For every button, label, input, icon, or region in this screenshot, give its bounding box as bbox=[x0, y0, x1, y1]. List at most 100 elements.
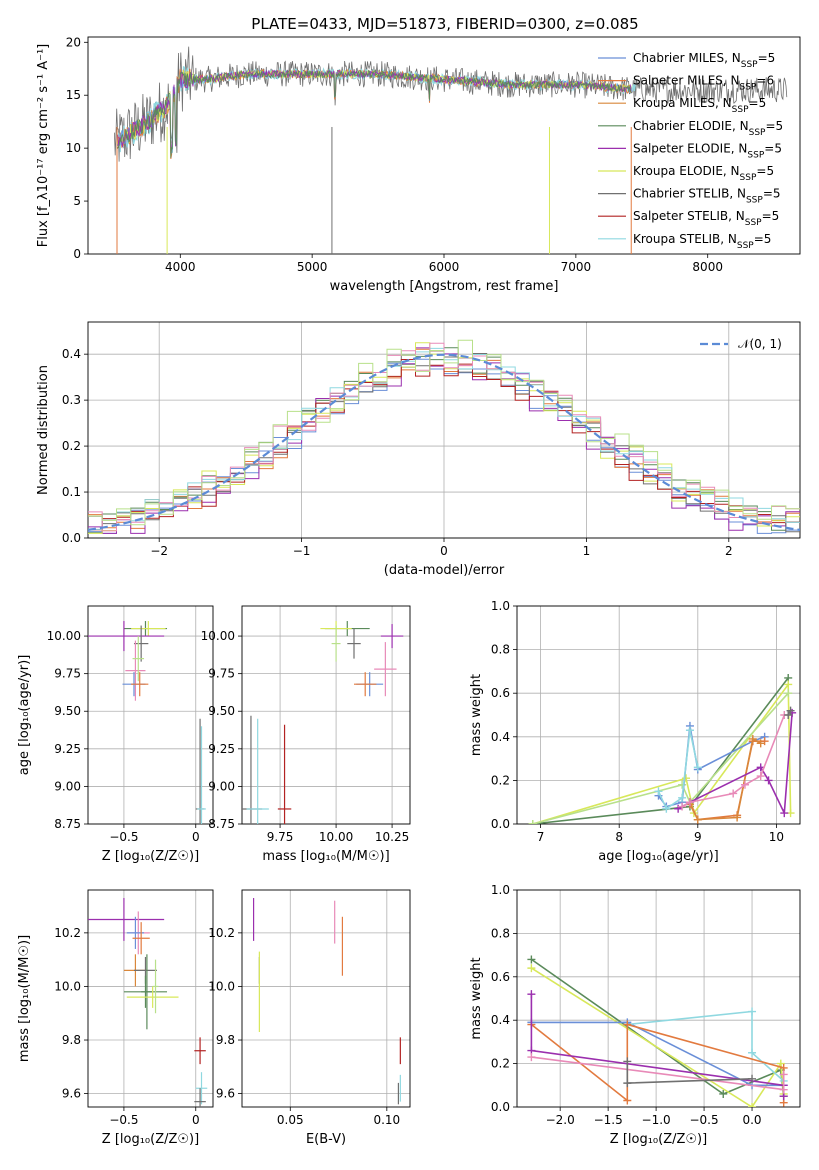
histogram-6 bbox=[88, 359, 800, 531]
weight-point-6-3 bbox=[748, 734, 757, 743]
weight-point-4-1 bbox=[662, 804, 671, 813]
y-tick-label-3: 0.6 bbox=[491, 970, 510, 984]
y-tick-label-1: 5 bbox=[73, 194, 81, 208]
y-axis-label: age [log₁₀(age/yr)] bbox=[17, 655, 32, 776]
weight-point-4-4 bbox=[693, 763, 702, 772]
legend-entry-2: Kroupa MILES, NSSP=5 bbox=[633, 96, 766, 115]
y-tick-label-0: 9.6 bbox=[216, 1087, 235, 1101]
y-tick-label-1: 9.00 bbox=[54, 779, 81, 793]
x-axis-label: Z [log₁₀(Z/Z☉)] bbox=[102, 1132, 199, 1147]
chart-weight-z: −2.0 −1.5 −1.0 −0.5 0.0 0.0 0.2 0.4 0.6 0.8 1.0 Z [… bbox=[469, 883, 801, 1147]
plot-area bbox=[528, 673, 797, 824]
chart-mass-ebv: 0.05 0.10 9.6 9.8 10.0 10.2 E(B-V) bbox=[208, 889, 411, 1147]
x-tick-label-2: 9 bbox=[694, 830, 702, 844]
x-tick-label-1: 0 bbox=[192, 830, 200, 844]
y-tick-label-4: 0.8 bbox=[491, 643, 510, 657]
x-tick-label-1: −1.5 bbox=[594, 1113, 623, 1127]
y-tick-label-4: 20 bbox=[66, 35, 81, 49]
weight-point-1-2 bbox=[776, 1059, 785, 1068]
x-axis-label: E(B-V) bbox=[306, 1132, 346, 1147]
axes-frame bbox=[516, 605, 801, 825]
weight-line-6 bbox=[531, 1056, 785, 1091]
x-tick-label-1: 5000 bbox=[297, 260, 328, 274]
x-tick-label-0: −0.5 bbox=[109, 1113, 138, 1127]
axes-frame bbox=[241, 605, 411, 825]
weight-line-7 bbox=[677, 712, 793, 817]
weight-point-4-3 bbox=[685, 726, 694, 735]
x-axis-label: mass [log₁₀(M/M☉)] bbox=[262, 849, 389, 864]
y-tick-label-5: 1.0 bbox=[491, 599, 510, 613]
y-tick-label-2: 9.25 bbox=[54, 742, 81, 756]
plot-area bbox=[252, 898, 401, 1105]
legend-entry-7: Salpeter STELIB, NSSP=5 bbox=[633, 209, 779, 228]
x-tick-label-0: −2 bbox=[150, 544, 168, 558]
weight-point-8-2 bbox=[729, 789, 738, 798]
plot-area bbox=[242, 621, 404, 824]
y-tick-label-3: 0.6 bbox=[491, 686, 510, 700]
weight-point-9-0 bbox=[784, 711, 793, 719]
x-tick-label-0: 9.75 bbox=[267, 830, 294, 844]
weight-line-3 bbox=[627, 1010, 785, 1082]
x-tick-label-1: −1 bbox=[293, 544, 311, 558]
weight-point-2-0 bbox=[528, 820, 537, 824]
axes-frame bbox=[87, 605, 214, 825]
x-tick-label-4: 8000 bbox=[692, 260, 723, 274]
y-tick-label-0: 0.0 bbox=[62, 531, 81, 545]
weight-point-7-2 bbox=[748, 1074, 757, 1083]
y-tick-label-3: 10.2 bbox=[208, 926, 235, 940]
weight-line-5 bbox=[530, 994, 785, 1097]
x-tick-label-0: 4000 bbox=[165, 260, 196, 274]
y-tick-label-0: 0.0 bbox=[491, 817, 510, 831]
y-tick-label-2: 9.25 bbox=[208, 742, 235, 756]
weight-point-7-1 bbox=[623, 1079, 632, 1088]
x-tick-label-0: −0.5 bbox=[109, 830, 138, 844]
x-tick-label-3: 1 bbox=[583, 544, 591, 558]
weight-point-3-2 bbox=[748, 1048, 757, 1057]
spectrum-line-5 bbox=[116, 69, 632, 154]
weight-point-2-3 bbox=[784, 689, 793, 698]
legend-entry-6: Chabrier STELIB, NSSP=5 bbox=[633, 187, 781, 206]
legend-entry-3: Chabrier ELODIE, NSSP=5 bbox=[633, 119, 783, 138]
x-tick-label-4: 0.0 bbox=[742, 1113, 761, 1127]
y-tick-label-3: 15 bbox=[66, 88, 81, 102]
y-axis-label: Normed distribution bbox=[36, 365, 51, 495]
x-tick-label-2: 10.25 bbox=[375, 830, 409, 844]
weight-point-1-1 bbox=[682, 774, 691, 783]
y-tick-label-3: 10.2 bbox=[54, 926, 81, 940]
y-tick-label-2: 0.4 bbox=[491, 1013, 510, 1027]
weight-point-0-1 bbox=[719, 1089, 728, 1098]
weight-line-8 bbox=[681, 714, 786, 808]
x-tick-label-2: 0 bbox=[440, 544, 448, 558]
plot-area bbox=[88, 621, 206, 824]
x-axis-label: Z [log₁₀(Z/Z☉)] bbox=[610, 1132, 707, 1147]
weight-point-6-1 bbox=[693, 815, 702, 824]
axes-frame bbox=[516, 889, 801, 1108]
legend-entry-1: Salpeter MILES, NSSP=6 bbox=[633, 74, 774, 93]
x-tick-label-3: 10 bbox=[769, 830, 784, 844]
y-tick-label-4: 0.8 bbox=[491, 926, 510, 940]
y-tick-label-4: 9.75 bbox=[208, 667, 235, 681]
weight-point-8-0 bbox=[678, 802, 687, 811]
gaussian-curve bbox=[88, 353, 800, 531]
y-tick-label-5: 1.0 bbox=[491, 883, 510, 897]
y-axis-label: mass weight bbox=[469, 674, 484, 756]
axes-frame bbox=[87, 889, 214, 1108]
weight-point-1-3 bbox=[784, 680, 793, 689]
y-tick-label-3: 0.3 bbox=[62, 393, 81, 407]
y-tick-label-5: 10.00 bbox=[47, 629, 81, 643]
plot-area bbox=[114, 46, 788, 254]
x-tick-label-4: 2 bbox=[725, 544, 733, 558]
x-axis-label: Z [log₁₀(Z/Z☉)] bbox=[102, 849, 199, 864]
histogram-9 bbox=[88, 339, 800, 526]
weight-point-8-3 bbox=[740, 780, 749, 789]
plot-area bbox=[527, 955, 788, 1107]
weight-point-2-1 bbox=[678, 780, 687, 789]
spectrum-legend: Chabrier MILES, NSSP=5 Salpeter MILES, NS… bbox=[598, 51, 783, 251]
y-tick-label-1: 9.00 bbox=[208, 779, 235, 793]
y-tick-label-4: 9.75 bbox=[54, 667, 81, 681]
x-tick-label-2: −1.0 bbox=[642, 1113, 671, 1127]
y-axis-label: Flux [f_λ10⁻¹⁷ erg cm⁻² s⁻¹ A⁻¹] bbox=[36, 44, 51, 248]
y-axis-label: mass weight bbox=[469, 957, 484, 1039]
legend-entry-5: Kroupa ELODIE, NSSP=5 bbox=[633, 164, 774, 183]
chart-spectrum: 4000 5000 6000 7000 8000 0 5 10 15 20 wavelength [… bbox=[36, 35, 801, 294]
